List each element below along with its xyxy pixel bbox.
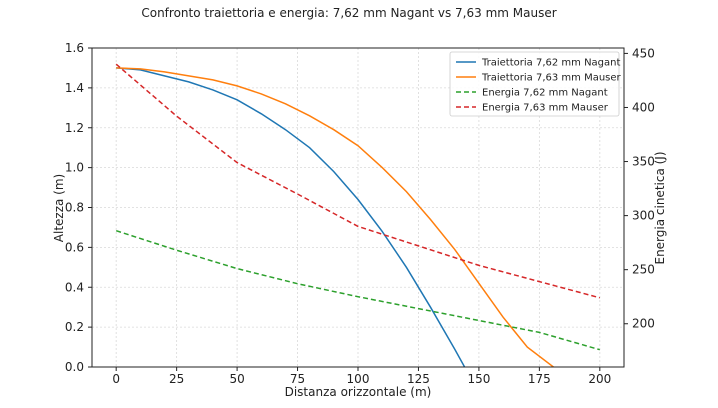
y-axis-left: 0.0 0.2 0.4 0.6 0.8 1.0 1.2 1.4 1.6 xyxy=(65,41,92,374)
y-left-tick-label: 0.2 xyxy=(65,320,84,334)
y-left-tick-label: 1.4 xyxy=(65,81,84,95)
legend-label-1: Traiettoria 7,62 mm Nagant xyxy=(481,58,620,69)
series-group xyxy=(115,63,601,367)
y-right-tick-label: 300 xyxy=(632,209,655,223)
x-tick-label: 175 xyxy=(528,372,551,386)
y-axis-right-label: Energia cinetica (J) xyxy=(653,151,667,264)
y-right-tick-label: 350 xyxy=(632,155,655,169)
x-axis-label: Distanza orizzontale (m) xyxy=(285,385,432,399)
y-left-tick-label: 1.6 xyxy=(65,41,84,55)
series-line-4 xyxy=(115,63,600,299)
x-axis: 0 25 50 75 100 125 150 175 200 xyxy=(112,367,611,386)
y-right-tick-label: 450 xyxy=(632,46,655,60)
y-axis-left-label: Altezza (m) xyxy=(52,174,66,242)
legend-box xyxy=(449,51,620,117)
y-left-tick-label: 1.2 xyxy=(65,121,84,135)
x-tick-label: 200 xyxy=(588,372,611,386)
series-line-3 xyxy=(115,229,601,351)
legend: Traiettoria 7,62 mm Nagant Traiettoria 7,… xyxy=(449,51,622,117)
legend-label-3: Energia 7,62 mm Nagant xyxy=(482,88,608,99)
x-tick-label: 100 xyxy=(347,372,370,386)
x-tick-label: 50 xyxy=(229,372,244,386)
y-right-tick-label: 250 xyxy=(632,263,655,277)
y-left-tick-label: 0.8 xyxy=(65,201,84,215)
legend-label-4: Energia 7,63 mm Mauser xyxy=(482,103,609,114)
y-right-tick-label: 200 xyxy=(632,317,655,331)
y-axis-right: 200 250 300 350 400 450 xyxy=(624,46,655,331)
x-tick-label: 150 xyxy=(467,372,490,386)
y-right-tick-label: 400 xyxy=(632,100,655,114)
x-tick-label: 75 xyxy=(290,372,305,386)
x-tick-label: 125 xyxy=(407,372,430,386)
x-tick-label: 0 xyxy=(112,372,120,386)
x-tick-label: 25 xyxy=(169,372,184,386)
y-left-tick-label: 0.6 xyxy=(65,240,84,254)
series-line-1 xyxy=(116,67,466,367)
chart-title: Confronto traiettoria e energia: 7,62 mm… xyxy=(141,6,556,20)
y-left-tick-label: 1.0 xyxy=(65,161,84,175)
y-left-tick-label: 0.4 xyxy=(65,280,84,294)
legend-label-2: Traiettoria 7,63 mm Mauser xyxy=(481,73,622,84)
y-left-tick-label: 0.0 xyxy=(65,360,84,374)
series-line-2 xyxy=(116,67,555,367)
